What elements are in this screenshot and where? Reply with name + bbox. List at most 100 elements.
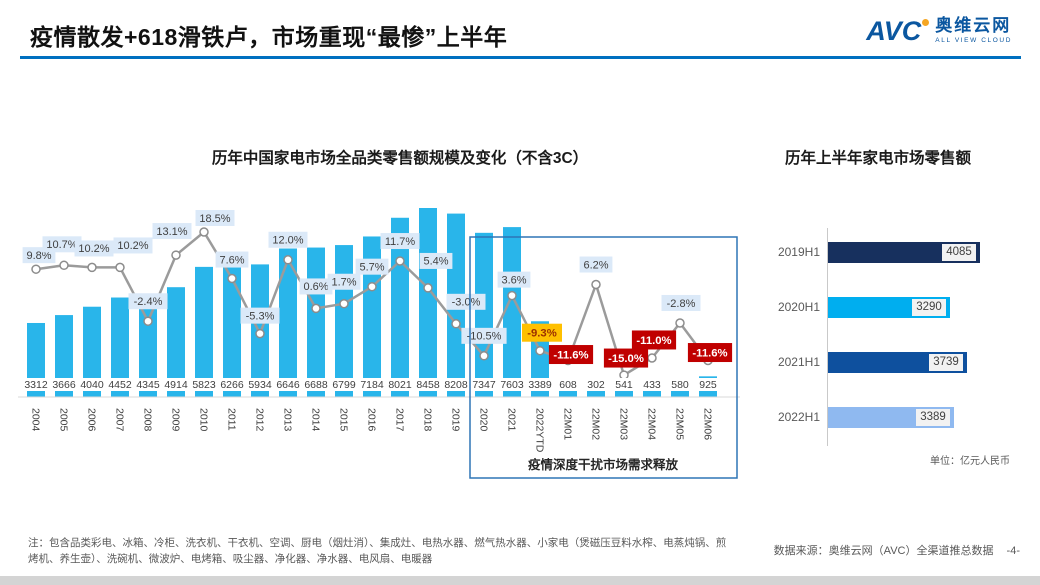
value-label: 433 bbox=[643, 379, 661, 391]
category-label: 22M05 bbox=[674, 408, 686, 440]
value-label-bg bbox=[585, 378, 607, 391]
pct-label-bg bbox=[522, 323, 562, 342]
line-marker bbox=[143, 316, 153, 326]
pct-label-bg bbox=[299, 278, 333, 295]
pct-label: 9.8% bbox=[26, 250, 51, 262]
category-label: 2020 bbox=[478, 408, 490, 432]
pct-label-bg bbox=[240, 307, 280, 324]
line-marker bbox=[311, 303, 321, 314]
category-label: 2019 bbox=[450, 408, 462, 432]
bar bbox=[335, 245, 353, 397]
line-marker bbox=[451, 319, 461, 329]
pct-label-bg bbox=[215, 251, 249, 268]
category-label: 2017 bbox=[394, 408, 406, 432]
value-label-bg bbox=[526, 378, 554, 391]
line-marker bbox=[535, 345, 545, 356]
value-label-bg bbox=[442, 378, 470, 391]
pct-label-bg bbox=[195, 210, 235, 227]
category-label: 2010 bbox=[198, 408, 210, 432]
avc-logo-text: AVC bbox=[866, 16, 922, 46]
y-axis-line bbox=[827, 228, 828, 446]
pct-label: -11.0% bbox=[636, 335, 671, 347]
bar bbox=[419, 208, 437, 397]
pct-label-bg bbox=[461, 327, 507, 344]
pct-label-bg bbox=[687, 343, 733, 363]
line-marker bbox=[479, 351, 489, 361]
value-label-bg bbox=[274, 378, 302, 391]
pct-label-bg bbox=[113, 237, 153, 254]
line-marker bbox=[591, 279, 601, 290]
category-label: 2006 bbox=[86, 408, 98, 432]
line-marker bbox=[395, 256, 405, 266]
bar bbox=[167, 287, 185, 397]
category-label: 2009 bbox=[170, 408, 182, 432]
bar bbox=[111, 297, 129, 397]
value-label-bg bbox=[498, 378, 526, 391]
h1-category-label: 2019H1 bbox=[777, 245, 820, 259]
bar bbox=[363, 236, 381, 397]
value-label: 8208 bbox=[444, 379, 468, 391]
value-label: 3389 bbox=[528, 379, 552, 391]
value-label: 6799 bbox=[332, 379, 356, 391]
bar bbox=[503, 227, 521, 397]
pct-label-bg bbox=[152, 223, 192, 240]
value-label: 5934 bbox=[248, 379, 272, 391]
category-label: 22M04 bbox=[646, 408, 658, 440]
value-label-bg bbox=[669, 378, 691, 391]
h1-category-label: 2021H1 bbox=[777, 355, 820, 369]
h1-value-label: 3739 bbox=[929, 354, 963, 371]
line-marker bbox=[227, 273, 237, 284]
bar bbox=[643, 387, 661, 397]
line-marker bbox=[199, 227, 209, 237]
bottom-strip bbox=[0, 576, 1040, 585]
line-marker bbox=[647, 353, 657, 363]
value-label: 7603 bbox=[500, 379, 524, 391]
pct-label-bg bbox=[661, 294, 701, 311]
pct-label-bg bbox=[548, 345, 594, 365]
pct-label: 10.2% bbox=[78, 243, 109, 255]
data-source-text: 数据来源：奥维云网（AVC）全渠道推总数据 bbox=[773, 545, 994, 557]
h1-category-label: 2020H1 bbox=[777, 300, 820, 314]
pct-label-bg bbox=[446, 293, 486, 310]
value-label: 3312 bbox=[24, 379, 48, 391]
value-label: 580 bbox=[671, 379, 689, 391]
pct-label: 11.7% bbox=[385, 236, 416, 248]
value-label-bg bbox=[50, 378, 78, 391]
pct-label: 3.6% bbox=[501, 274, 526, 286]
category-label: 2011 bbox=[226, 408, 238, 431]
line-marker bbox=[507, 290, 517, 301]
line-marker bbox=[283, 255, 293, 265]
annotation-text: 疫情深度干扰市场需求释放 bbox=[528, 457, 679, 472]
title-underline bbox=[20, 56, 1021, 59]
category-label: 2022YTD bbox=[534, 408, 546, 453]
line-marker bbox=[423, 283, 433, 293]
pct-label-bg bbox=[268, 231, 308, 248]
value-label: 6646 bbox=[276, 379, 300, 391]
value-label-bg bbox=[218, 378, 246, 391]
pct-label: 5.7% bbox=[359, 261, 384, 273]
line-marker bbox=[87, 262, 97, 273]
bar bbox=[391, 217, 409, 397]
pct-label-bg bbox=[355, 258, 389, 275]
value-label-bg bbox=[162, 378, 190, 391]
pct-label: 0.6% bbox=[303, 281, 328, 293]
avc-logo-cn: 奥维云网 bbox=[935, 16, 1012, 35]
value-label: 4452 bbox=[108, 379, 132, 391]
pct-label-bg bbox=[579, 256, 613, 273]
pct-label: -2.4% bbox=[134, 296, 163, 308]
value-label-bg bbox=[557, 378, 579, 391]
value-label: 4040 bbox=[80, 379, 104, 391]
avc-logo-dot-icon bbox=[922, 19, 930, 26]
pct-label-bg bbox=[128, 293, 168, 310]
footnote: 注：包含品类彩电、冰箱、冷柜、洗衣机、干衣机、空调、厨电（烟灶消）、集成灶、电热… bbox=[28, 537, 727, 565]
pct-label: 10.7% bbox=[46, 239, 77, 251]
value-label-bg bbox=[330, 378, 358, 391]
pct-label: -11.6% bbox=[692, 347, 727, 359]
value-label-bg bbox=[190, 378, 218, 391]
h1-value-label: 3290 bbox=[912, 299, 946, 316]
value-label-bg bbox=[386, 378, 414, 391]
pct-label: 1.7% bbox=[331, 277, 356, 289]
right-chart-title: 历年上半年家电市场零售额 bbox=[784, 150, 971, 167]
category-label: 2007 bbox=[114, 408, 126, 432]
value-label: 608 bbox=[559, 379, 577, 391]
